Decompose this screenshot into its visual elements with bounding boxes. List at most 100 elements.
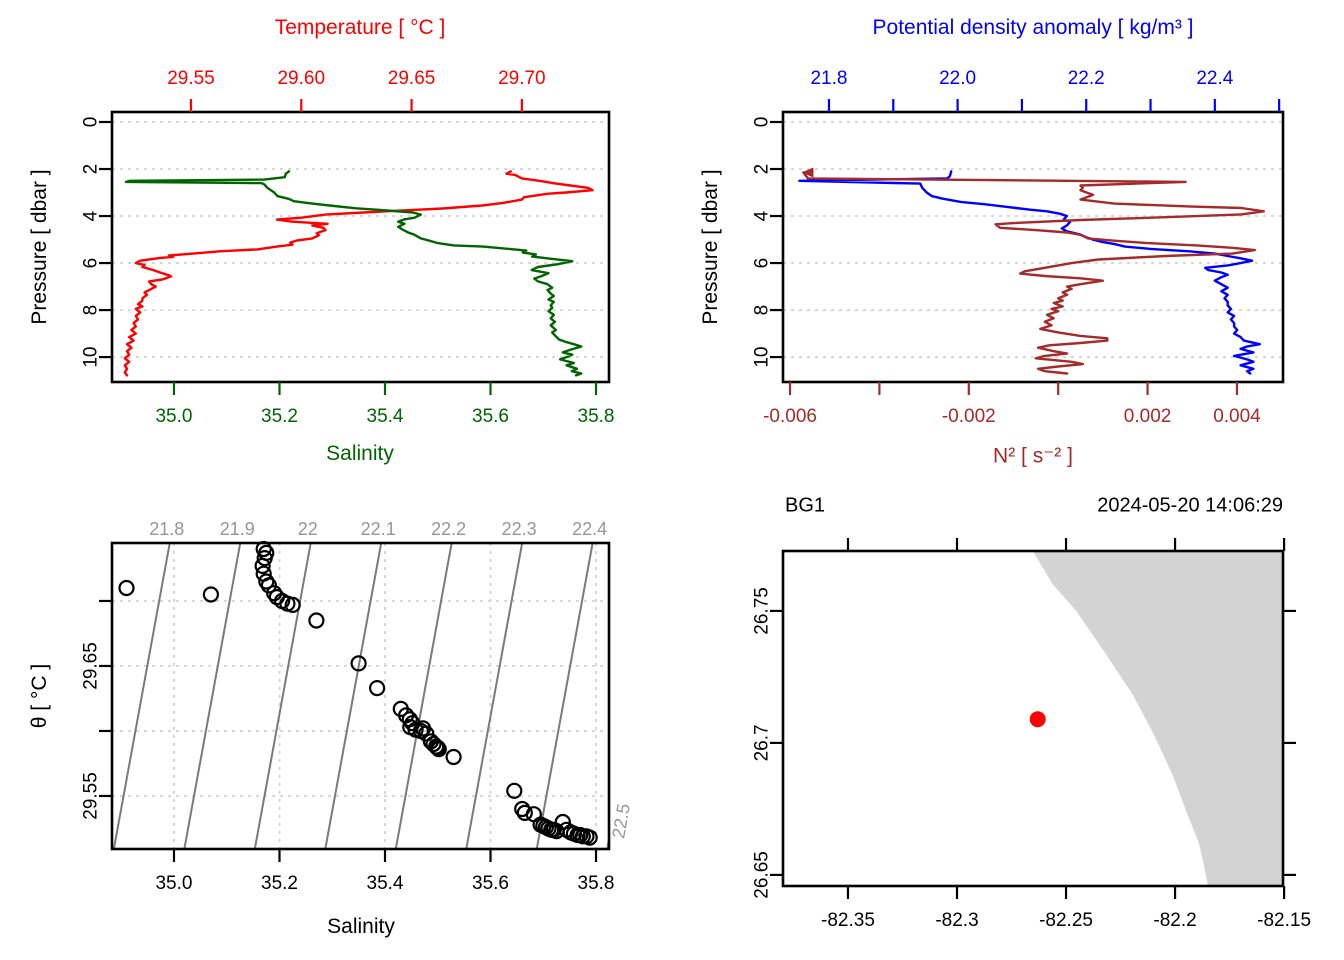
axis-tick-label: 4 xyxy=(752,210,773,221)
axis-tick-label: 2 xyxy=(81,164,102,175)
ts-point xyxy=(445,748,462,766)
axis-tick-label: 22.2 xyxy=(1068,68,1105,89)
station-marker xyxy=(1029,711,1046,728)
ts-point xyxy=(554,813,571,831)
plot-frame xyxy=(110,541,611,851)
ts-point xyxy=(430,741,447,758)
axis-tick-label: 35.4 xyxy=(367,873,404,894)
ts-salinity-axis-title: Salinity xyxy=(327,915,395,938)
plot-frame xyxy=(110,110,611,384)
axis-tick-label: 29.55 xyxy=(167,68,215,89)
ts-point xyxy=(118,579,135,597)
axis-tick-label: 35.0 xyxy=(155,406,192,427)
station-time-title: 2024-05-20 14:06:29 xyxy=(1097,494,1283,517)
map-layer xyxy=(1029,551,1283,886)
axis-tick-label: 35.6 xyxy=(472,406,509,427)
axis-tick-label: 22.4 xyxy=(1196,68,1233,89)
ts-point xyxy=(254,557,271,575)
axis-tick-label: 35.8 xyxy=(578,406,615,427)
axis-tick-label: 29.55 xyxy=(81,772,102,820)
isopycnal-line xyxy=(394,543,453,849)
axis-tick-label: 8 xyxy=(81,305,102,316)
axis-tick-label: 2 xyxy=(752,164,773,175)
axis-tick-label: -82.3 xyxy=(935,910,978,931)
ts-point xyxy=(258,573,275,590)
station-name-title: BG1 xyxy=(785,494,826,517)
isopycnal-label: 22.3 xyxy=(502,519,537,539)
axis-tick-label: 10 xyxy=(81,347,102,368)
axis-tick-label: 6 xyxy=(81,258,102,269)
isopycnal-line xyxy=(253,543,312,849)
plot-frame xyxy=(781,549,1285,888)
salinity-axis-title-top-panel: Salinity xyxy=(326,442,394,465)
axis-tick-label: 35.2 xyxy=(261,406,298,427)
ts-point xyxy=(202,586,219,603)
axis-tick-label: -82.15 xyxy=(1257,910,1311,931)
axis-tick-label: -0.002 xyxy=(942,406,996,427)
axis-tick-label: 10 xyxy=(752,347,773,368)
ts-point xyxy=(256,549,273,567)
pressure-axis-title-right-panel: Pressure [ dbar ] xyxy=(699,169,722,325)
panel-temperature-salinity-profile: 29.55 29.60 29.65 29.70 35.0 35.2 35.4 35.6 35.8… xyxy=(81,68,615,427)
axis-tick-label: 22.0 xyxy=(939,68,976,89)
axis-tick-label: 26.65 xyxy=(752,851,773,899)
axis-tick-label: 35.2 xyxy=(261,873,298,894)
theta-axis-title: θ [ °C ] xyxy=(28,663,51,729)
ts-point xyxy=(506,782,523,799)
isopycnal-line xyxy=(535,543,594,849)
axis-tick-label: 0 xyxy=(81,117,102,128)
axis-tick-label: 0.004 xyxy=(1213,406,1261,427)
isopycnal-line xyxy=(465,543,524,849)
isopycnal-line xyxy=(112,543,171,849)
axis-tick-label: 26.75 xyxy=(752,587,773,635)
axis-tick-label: 29.70 xyxy=(498,68,546,89)
isopycnal-label: 21.9 xyxy=(220,519,255,539)
n2-axis-title: N² [ s⁻² ] xyxy=(993,444,1073,468)
axis-tick-label: 6 xyxy=(752,258,773,269)
clipped-value-arrow-icon xyxy=(801,167,814,178)
ts-point xyxy=(581,829,598,846)
axis-tick-label: -0.006 xyxy=(763,406,817,427)
series-layer xyxy=(798,167,1266,375)
axis-tick-label: 35.4 xyxy=(367,406,404,427)
axis-tick-label: 29.60 xyxy=(277,68,325,89)
axis-tick-label: 35.6 xyxy=(472,873,509,894)
isopycnal-label: 22.2 xyxy=(431,519,466,539)
axis-tick-label: -82.35 xyxy=(821,910,875,931)
panel-density-n2-profile: 21.8 22.0 22.2 22.4 -0.006 -0.002 0.002 0.004 0 2… xyxy=(752,68,1285,427)
series-layer xyxy=(123,170,594,377)
ts-point xyxy=(369,679,386,697)
axis-tick-label: 8 xyxy=(752,305,773,316)
ts-point xyxy=(516,804,533,822)
axis-tick-label: 29.65 xyxy=(81,642,102,690)
axis-tick-label: 35.8 xyxy=(578,873,615,894)
isopycnal-label: 22.4 xyxy=(572,519,607,539)
ts-points-layer xyxy=(118,540,598,846)
profile-line-salinity xyxy=(124,170,583,377)
ts-point xyxy=(425,735,442,753)
profile-line-potential-density-anomaly xyxy=(798,170,1262,375)
axis-tick-label: 26.7 xyxy=(752,724,773,761)
panel-ts-diagram: 21.8 21.9 22 22.1 22.2 22.3 22.4 22.5 35.0 35.2 35… xyxy=(81,519,634,894)
axis-tick-label: -82.2 xyxy=(1153,910,1196,931)
isopycnal-label: 22 xyxy=(298,519,318,539)
axis-tick-label: -82.25 xyxy=(1039,910,1093,931)
isopycnal-label-right: 22.5 xyxy=(608,802,634,840)
isopycnal-label: 22.1 xyxy=(361,519,396,539)
temperature-axis-title: Temperature [ °C ] xyxy=(274,16,446,39)
profile-line-temperature xyxy=(123,170,594,377)
isopycnal-layer xyxy=(112,543,609,849)
ts-point xyxy=(284,596,301,614)
profile-line-n-squared xyxy=(802,171,1266,375)
axis-tick-label: 0.002 xyxy=(1124,406,1172,427)
axis-tick-label: 0 xyxy=(752,117,773,128)
ts-point xyxy=(350,655,367,672)
density-axis-title: Potential density anomaly [ kg/m³ ] xyxy=(872,16,1194,39)
pressure-axis-title-left-panel: Pressure [ dbar ] xyxy=(28,169,51,325)
isopycnal-line xyxy=(324,543,383,849)
land-polygon xyxy=(1032,551,1283,886)
axis-tick-label: 29.65 xyxy=(388,68,436,89)
plot-frame xyxy=(781,110,1285,384)
